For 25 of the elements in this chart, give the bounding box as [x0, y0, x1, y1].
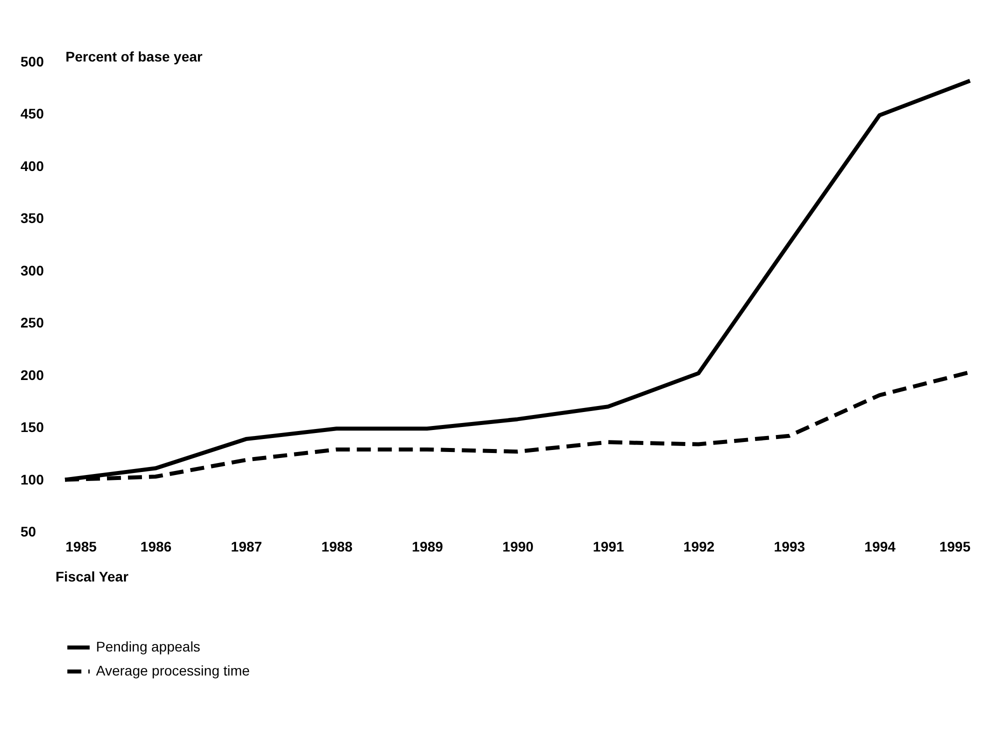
- y-tick-label: 250: [20, 314, 44, 331]
- x-tick-label: 1992: [683, 538, 715, 554]
- legend-label: Pending appeals: [96, 638, 200, 654]
- x-tick-label: 1995: [939, 538, 971, 554]
- y-tick-label: 50: [20, 524, 36, 540]
- x-tick-label: 1985: [66, 538, 97, 554]
- y-tick-label: 350: [20, 210, 44, 226]
- x-axis-title: Fiscal Year: [56, 568, 129, 584]
- y-tick-label: 450: [20, 106, 44, 122]
- legend-label: Average processing time: [96, 662, 250, 678]
- x-tick-label: 1986: [140, 538, 172, 554]
- x-tick-label: 1991: [592, 538, 624, 554]
- x-tick-label: 1987: [230, 538, 262, 554]
- x-tick-label: 1989: [412, 538, 444, 554]
- y-axis-title: Percent of base year: [66, 48, 204, 64]
- y-tick-label: 150: [20, 419, 44, 436]
- x-tick-label: 1988: [321, 538, 353, 554]
- y-tick-label: 500: [20, 54, 44, 70]
- y-tick-label: 100: [20, 471, 44, 488]
- x-tick-label: 1993: [774, 538, 806, 554]
- y-tick-label: 300: [20, 262, 44, 278]
- y-tick-label: 400: [20, 158, 44, 174]
- x-tick-label: 1994: [864, 538, 896, 554]
- y-tick-label: 200: [20, 366, 44, 383]
- x-tick-label: 1990: [502, 538, 534, 554]
